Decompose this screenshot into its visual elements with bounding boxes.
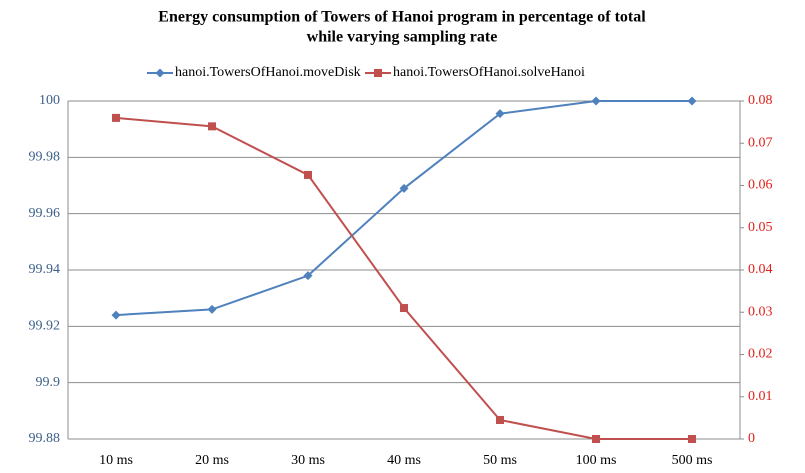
y-tick-label: 99.92 bbox=[29, 319, 61, 334]
series-line bbox=[115, 100, 692, 317]
y2-tick-label: 0.03 bbox=[748, 304, 773, 319]
y2-tick-label: 0.05 bbox=[748, 220, 773, 235]
point bbox=[399, 183, 409, 193]
y-tick-label: 99.88 bbox=[29, 431, 61, 446]
x-tick-label: 50 ms bbox=[483, 453, 517, 468]
y-tick-label: 99.94 bbox=[29, 262, 61, 277]
x-tick-label: 40 ms bbox=[387, 453, 421, 468]
point bbox=[496, 415, 504, 424]
point bbox=[207, 304, 217, 314]
y2-tick-label: 0.01 bbox=[748, 389, 773, 404]
point bbox=[495, 109, 505, 119]
y-tick-label: 99.9 bbox=[36, 375, 61, 390]
y-tick-label: 99.98 bbox=[29, 150, 61, 165]
point bbox=[592, 435, 600, 443]
y-tick-label: 100 bbox=[39, 93, 60, 108]
y2-tick-label: 0.02 bbox=[748, 347, 773, 362]
x-tick-label: 500 ms bbox=[672, 453, 713, 468]
series-line bbox=[115, 116, 692, 440]
y2-tick-label: 0 bbox=[748, 431, 755, 446]
point bbox=[111, 310, 121, 320]
y2-tick-label: 0.06 bbox=[748, 178, 773, 193]
x-tick-label: 100 ms bbox=[576, 453, 617, 468]
x-tick-label: 20 ms bbox=[195, 453, 229, 468]
y2-tick-label: 0.04 bbox=[748, 262, 773, 277]
legend-marker bbox=[155, 68, 165, 78]
legend-marker bbox=[374, 69, 382, 77]
y2-tick-label: 0.07 bbox=[748, 135, 773, 150]
point bbox=[208, 122, 216, 131]
point bbox=[304, 170, 312, 179]
legend-label: hanoi.TowersOfHanoi.solveHanoi bbox=[393, 65, 585, 80]
y2-tick-label: 0.08 bbox=[748, 93, 773, 108]
point bbox=[591, 96, 601, 106]
point bbox=[400, 304, 408, 313]
point bbox=[687, 96, 697, 106]
x-tick-label: 10 ms bbox=[99, 453, 133, 468]
point bbox=[112, 113, 120, 122]
chart-title: while varying sampling rate bbox=[307, 29, 498, 46]
point bbox=[688, 435, 696, 443]
point bbox=[303, 271, 313, 281]
legend-label: hanoi.TowersOfHanoi.moveDisk bbox=[175, 65, 361, 80]
chart-title: Energy consumption of Towers of Hanoi pr… bbox=[158, 9, 646, 26]
x-tick-label: 30 ms bbox=[291, 453, 325, 468]
y-tick-label: 99.96 bbox=[29, 206, 61, 221]
